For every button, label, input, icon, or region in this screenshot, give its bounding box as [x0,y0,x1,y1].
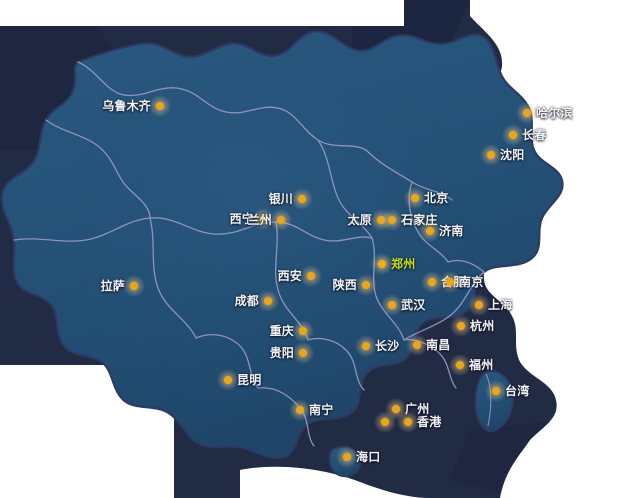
city-label: 太原 [347,213,372,227]
map-pin-icon[interactable] [377,216,385,224]
land-sheen [70,75,472,403]
city-label: 广州 [405,402,430,416]
city-label: 银川 [268,192,293,206]
map-pin-icon[interactable] [426,227,434,235]
map-pin-icon[interactable] [492,387,500,395]
map-pin-icon[interactable] [413,341,421,349]
map-pin-icon[interactable] [381,418,389,426]
city-label: 台湾 [505,384,530,398]
map-pin-icon[interactable] [523,109,531,117]
city-label: 郑州 [391,257,416,271]
city-label: 长沙 [375,339,400,353]
map-pin-icon[interactable] [487,151,495,159]
map-pin-icon[interactable] [475,301,483,309]
map-pin-icon[interactable] [404,418,412,426]
city-label: 拉萨 [100,279,125,293]
city-label: 重庆 [269,324,294,338]
city-label: 杭州 [470,319,495,333]
map-pin-icon[interactable] [264,297,272,305]
city-label: 陕西 [332,278,357,292]
city-label: 沈阳 [500,148,525,162]
map-pin-icon[interactable] [457,322,465,330]
city-label: 西宁 [229,212,254,226]
map-pin-icon[interactable] [446,278,454,286]
map-pin-icon[interactable] [428,278,436,286]
city-label: 南宁 [309,403,334,417]
map-pin-icon[interactable] [362,342,370,350]
city-label: 兰州 [247,213,272,227]
map-pin-icon[interactable] [411,194,419,202]
city-label: 海口 [356,450,381,464]
city-label: 北京 [424,191,449,205]
map-pin-icon[interactable] [392,405,400,413]
map-pin-icon[interactable] [130,282,138,290]
map-pin-icon[interactable] [299,349,307,357]
city-label: 长春 [522,128,547,142]
map-pin-icon[interactable] [224,376,232,384]
map-pin-icon[interactable] [307,272,315,280]
ocean-white-lower [240,466,430,498]
map-pin-icon[interactable] [259,215,267,223]
china-landmass [0,30,564,459]
map-pin-icon[interactable] [378,260,386,268]
map-pin-icon[interactable] [299,327,307,335]
city-label: 南京 [459,275,484,289]
map-pin-icon[interactable] [296,406,304,414]
city-label: 昆明 [237,373,262,387]
map-pin-icon[interactable] [343,453,351,461]
map-pin-icon[interactable] [456,361,464,369]
taiwan-island [474,370,514,433]
city-label: 西安 [277,269,302,283]
city-label: 武汉 [401,298,426,312]
city-label: 哈尔滨 [536,106,573,120]
city-label: 南昌 [426,338,451,352]
city-label: 乌鲁木齐 [102,99,151,113]
map-pin-icon[interactable] [298,195,306,203]
city-label: 济南 [439,224,464,238]
map-pin-icon[interactable] [156,102,164,110]
map-pin-icon[interactable] [388,301,396,309]
city-label: 福州 [469,358,494,372]
map-pin-icon[interactable] [362,281,370,289]
city-label: 石家庄 [401,213,438,227]
hainan-island [328,445,362,478]
map-pin-icon[interactable] [509,131,517,139]
city-label: 上海 [488,298,513,312]
city-label: 贵阳 [269,346,294,360]
map-pin-icon[interactable] [388,216,396,224]
city-label: 成都 [234,294,259,308]
map-pin-icon[interactable] [277,216,285,224]
city-label: 香港 [417,415,442,429]
